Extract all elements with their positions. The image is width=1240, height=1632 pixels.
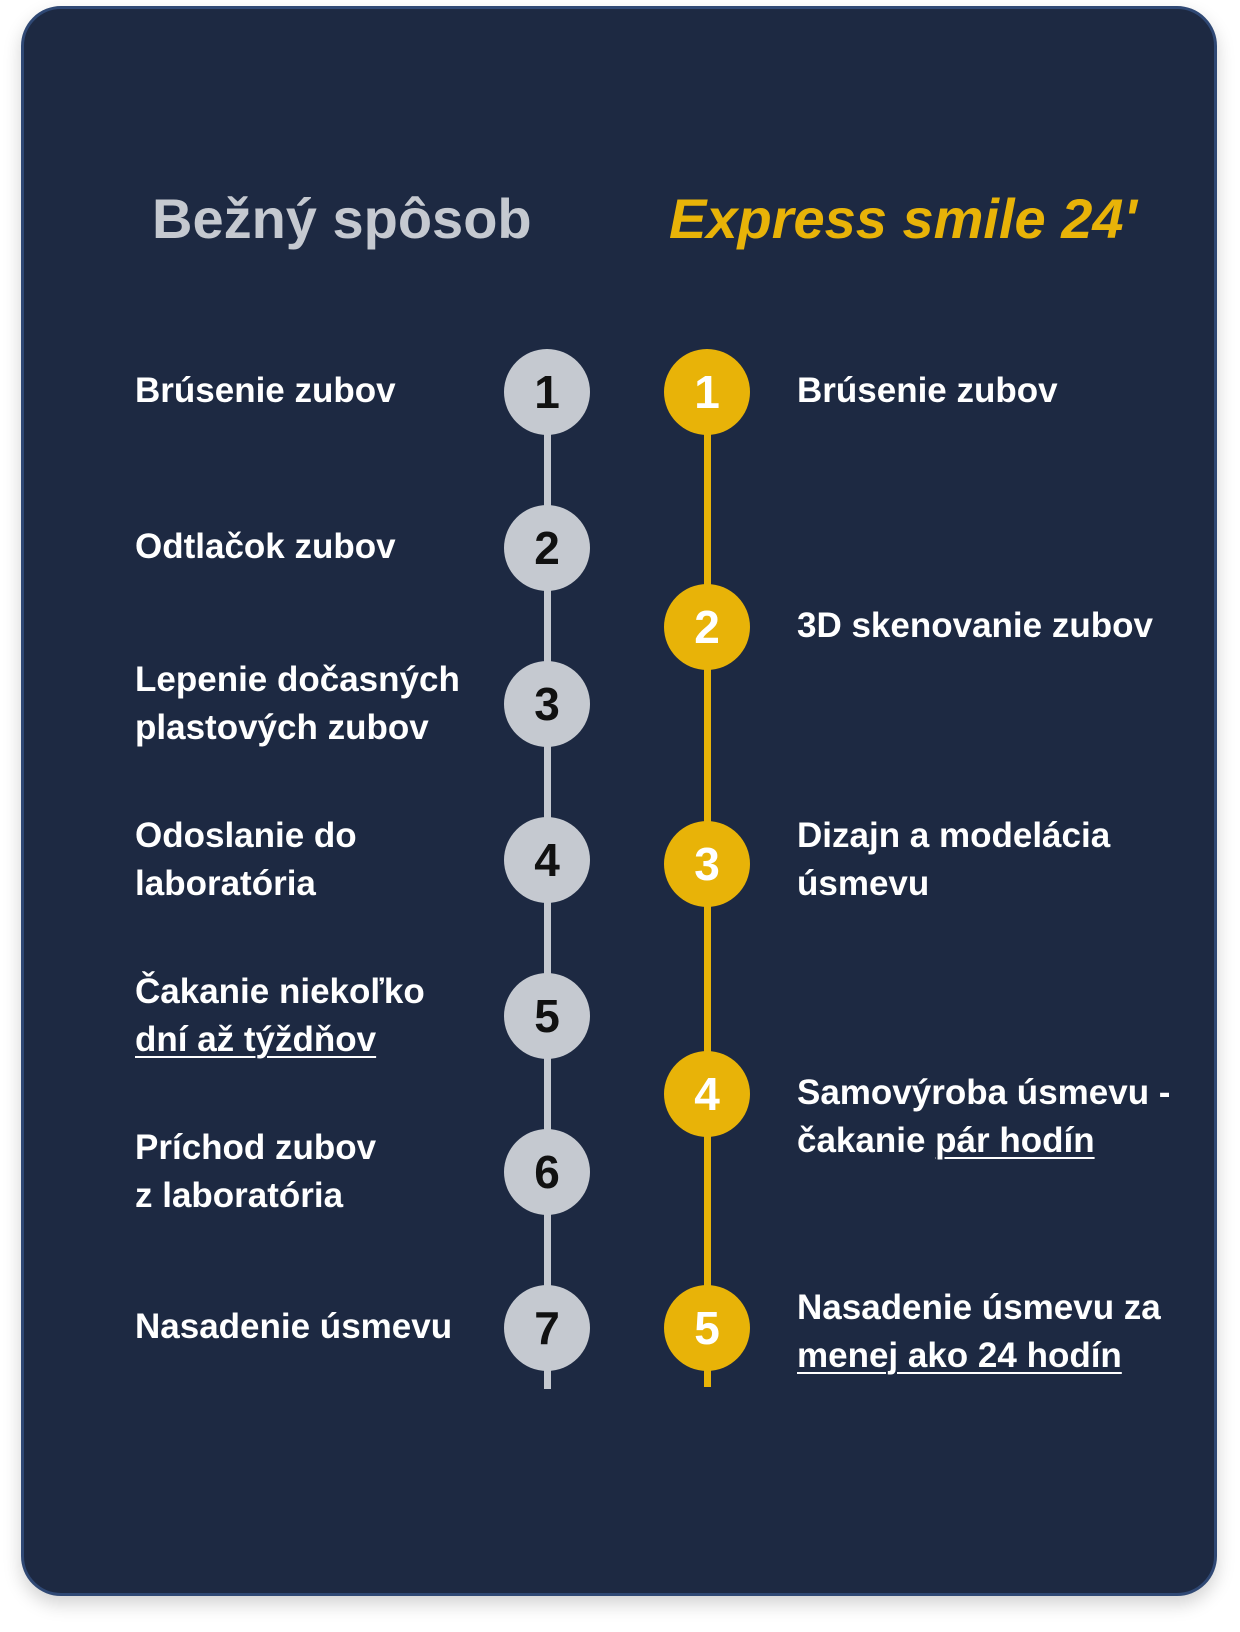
express-step-3-label: Dizajn a modelácia úsmevu (797, 812, 1110, 908)
express-step-5-number: 5 (664, 1285, 750, 1371)
standard-step-3-line2: plastových zubov (135, 708, 429, 747)
standard-step-4-line1: Odoslanie do (135, 816, 357, 855)
express-step-4-line1: Samovýroba úsmevu - (797, 1073, 1171, 1112)
standard-step-1-label: Brúsenie zubov (135, 367, 396, 415)
express-step-2-label: 3D skenovanie zubov (797, 602, 1153, 650)
standard-step-3-number: 3 (504, 661, 590, 747)
standard-step-1-number: 1 (504, 349, 590, 435)
express-step-5-line2: menej ako 24 hodín (797, 1336, 1122, 1375)
standard-step-6-number: 6 (504, 1129, 590, 1215)
express-step-3-number: 3 (664, 821, 750, 907)
standard-step-7-line1: Nasadenie úsmevu (135, 1307, 453, 1346)
standard-step-7-number: 7 (504, 1285, 590, 1371)
express-step-4-number: 4 (664, 1051, 750, 1137)
standard-step-7-label: Nasadenie úsmevu (135, 1303, 452, 1351)
standard-step-5-label: Čakanie niekoľko dní až týždňov (135, 968, 425, 1064)
comparison-card: Bežný spôsob Express smile 24' 1 Brúseni… (21, 6, 1217, 1596)
express-step-2-number: 2 (664, 584, 750, 670)
standard-step-6-line2: z laboratória (135, 1176, 344, 1215)
express-step-4-line2: čakanie pár hodín (797, 1117, 1170, 1165)
standard-step-5-line1: Čakanie niekoľko (135, 972, 425, 1011)
express-step-4-line2-plain: čakanie (797, 1121, 936, 1160)
standard-step-6-label: Príchod zubov z laboratória (135, 1124, 376, 1220)
express-step-1-label: Brúsenie zubov (797, 367, 1058, 415)
standard-step-4-label: Odoslanie do laboratória (135, 812, 357, 908)
express-step-5-label: Nasadenie úsmevu za menej ako 24 hodín (797, 1284, 1161, 1380)
standard-step-4-line2: laboratória (135, 864, 316, 903)
standard-step-3-line1: Lepenie dočasných (135, 660, 460, 699)
express-step-5-line1: Nasadenie úsmevu za (797, 1288, 1161, 1327)
standard-step-2-label: Odtlačok zubov (135, 523, 396, 571)
standard-step-3-label: Lepenie dočasných plastových zubov (135, 656, 460, 752)
express-step-4-label: Samovýroba úsmevu - čakanie pár hodín (797, 1069, 1170, 1165)
express-step-1-number: 1 (664, 349, 750, 435)
heading-express-smile: Express smile 24' (669, 187, 1137, 250)
standard-step-1-line1: Brúsenie zubov (135, 371, 396, 410)
standard-step-2-line1: Odtlačok zubov (135, 527, 396, 566)
standard-step-4-number: 4 (504, 817, 590, 903)
heading-standard-method: Bežný spôsob (152, 187, 532, 250)
express-step-3-line1: Dizajn a modelácia (797, 816, 1111, 855)
standard-step-5-number: 5 (504, 973, 590, 1059)
standard-step-6-line1: Príchod zubov (135, 1128, 377, 1167)
standard-step-2-number: 2 (504, 505, 590, 591)
express-step-3-line2: úsmevu (797, 864, 930, 903)
express-step-1-line1: Brúsenie zubov (797, 371, 1058, 410)
express-step-4-line2-underlined: pár hodín (935, 1121, 1095, 1160)
express-step-2-line1: 3D skenovanie zubov (797, 606, 1153, 645)
standard-step-5-line2: dní až týždňov (135, 1020, 377, 1059)
